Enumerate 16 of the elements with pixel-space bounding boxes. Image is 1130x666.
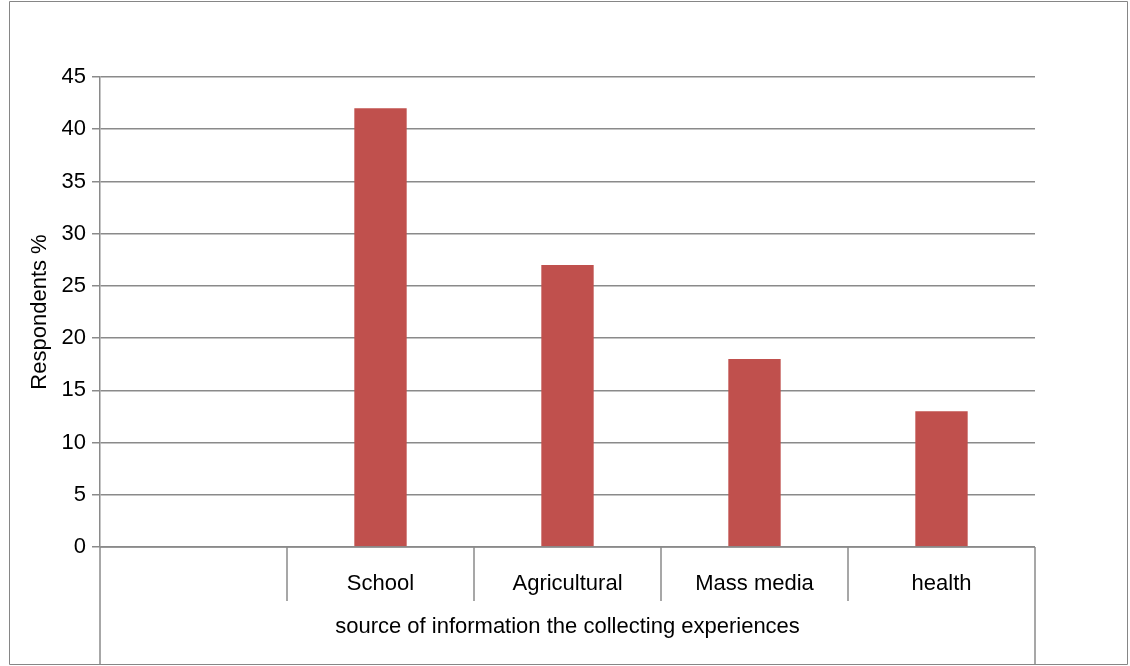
y-tick-label: 25 bbox=[61, 271, 86, 297]
y-tick-label: 30 bbox=[61, 219, 86, 245]
y-tick-label: 5 bbox=[73, 480, 86, 506]
y-tick-label: 10 bbox=[61, 428, 86, 454]
x-tick-label: Agricultural bbox=[512, 570, 623, 596]
x-tick-label: health bbox=[911, 570, 972, 596]
y-axis-title: Respondents % bbox=[26, 234, 52, 390]
y-tick-label: 20 bbox=[61, 324, 86, 350]
y-tick-label: 0 bbox=[73, 533, 86, 559]
y-tick-label: 35 bbox=[61, 167, 86, 193]
x-axis-title: source of information the collecting experiences bbox=[335, 612, 800, 638]
y-tick-label: 45 bbox=[61, 63, 86, 89]
x-tick-label: Mass media bbox=[695, 570, 815, 596]
y-tick-label: 15 bbox=[61, 376, 86, 402]
x-tick-label: School bbox=[346, 570, 415, 596]
y-tick-label: 40 bbox=[61, 115, 86, 141]
